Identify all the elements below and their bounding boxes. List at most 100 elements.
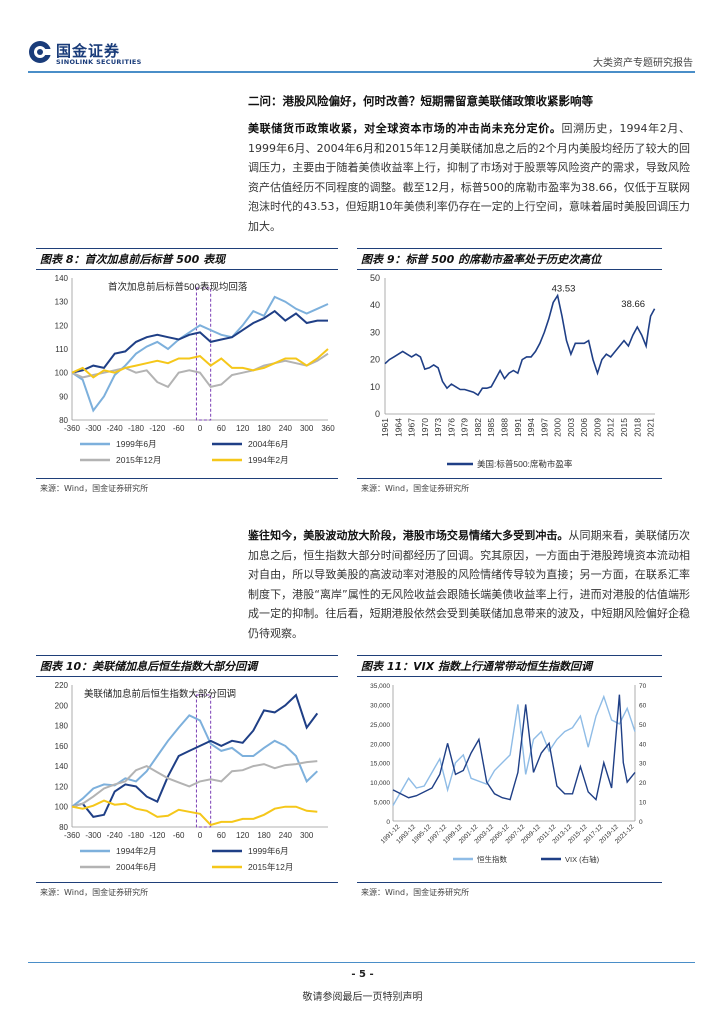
x-tick-label: 2009 (592, 418, 602, 437)
peak-annotation: 43.53 (552, 284, 576, 295)
paragraph-2: 鉴往知今，美股波动放大阶段，港股市场交易情绪大多受到冲击。从同期来看，美联储历次… (248, 526, 690, 643)
y-tick-label: 20 (370, 355, 380, 365)
x-tick-label: 180 (257, 831, 271, 840)
header-divider (28, 71, 695, 73)
series-line-1 (71, 295, 329, 413)
latest-annotation: 38.66 (621, 299, 645, 310)
left-y-tick-label: 35,000 (370, 683, 390, 690)
x-tick-label: 2006 (579, 418, 589, 437)
x-tick-label: 300 (300, 831, 314, 840)
legend-label-2: 2004年6月 (248, 439, 289, 449)
series-line-4 (71, 799, 318, 827)
x-tick-label: 1964 (393, 418, 403, 437)
figure-10-source: 来源：Wind，国金证券研究所 (40, 888, 149, 897)
left-y-tick-label: 30,000 (370, 702, 390, 709)
x-tick-label: -60 (173, 831, 185, 840)
y-tick-label: 0 (375, 409, 380, 419)
series-line-2 (71, 309, 328, 374)
right-y-tick-label: 40 (639, 741, 647, 748)
y-tick-label: 10 (370, 382, 380, 392)
x-tick-label: -60 (173, 424, 185, 433)
x-tick-label: 1991 (513, 418, 523, 437)
figure-10-title: 图表 10：美联储加息后恒生指数大部分回调 (36, 655, 338, 677)
y-tick-label: 180 (55, 722, 69, 731)
x-tick-label: 1973 (433, 418, 443, 437)
y-tick-label: 160 (55, 742, 69, 751)
figure-11-chart: 0 5,000 10,000 15,000 20,000 25,000 30,000 35,0… (370, 683, 647, 864)
right-y-tick-label: 60 (639, 702, 647, 709)
x-tick-label: -300 (85, 424, 102, 433)
series-line-3 (71, 352, 329, 389)
x-tick-label: 60 (217, 424, 226, 433)
x-tick-label: 180 (257, 424, 271, 433)
y-tick-label: 40 (370, 300, 380, 310)
y-tick-label: 200 (55, 701, 69, 710)
paragraph-1: 美联储货币政策收紧，对全球资本市场的冲击尚未充分定价。回溯历史，1994年2月、… (248, 119, 690, 236)
x-tick-label: -180 (128, 424, 145, 433)
legend-label-1: 美国:标普500:席勒市盈率 (477, 459, 573, 469)
legend-label-2: 1999年6月 (248, 846, 289, 856)
figure-8-source-divider (36, 478, 338, 479)
x-tick-label: 240 (279, 831, 293, 840)
figure-8-title: 图表 8：首次加息前后标普 500 表现 (36, 248, 338, 270)
y-tick-label: 100 (55, 803, 69, 812)
chart-annotation: 首次加息前后标普500表现均回落 (108, 281, 248, 293)
x-tick-label: 60 (217, 831, 226, 840)
paragraph-1-body: 回溯历史，1994年2月、1999年6月、2004年6月和2015年12月美联储… (248, 122, 690, 233)
x-tick-label: -300 (85, 831, 102, 840)
x-tick-label: 300 (300, 424, 314, 433)
figure-8-source: 来源：Wind，国金证券研究所 (40, 484, 149, 493)
paragraph-1-lead: 美联储货币政策收紧，对全球资本市场的冲击尚未充分定价。 (248, 122, 562, 135)
figure-11-source: 来源：Wind，国金证券研究所 (361, 888, 470, 897)
x-tick-label: 2021 (646, 418, 656, 437)
y-tick-label: 140 (55, 762, 69, 771)
x-tick-label: 0 (198, 831, 203, 840)
x-tick-label: 1997 (539, 418, 549, 437)
x-tick-label: 0 (198, 424, 203, 433)
left-y-tick-label: 25,000 (370, 722, 390, 729)
x-tick-label: -240 (107, 424, 124, 433)
logo-english: SINOLINK SECURITIES (56, 58, 142, 66)
series-line-4 (71, 348, 329, 379)
figure-11-title: 图表 11：VIX 指数上行通常带动恒生指数回调 (357, 655, 662, 677)
figure-11-source-divider (357, 882, 662, 883)
right-y-tick-label: 10 (639, 800, 647, 807)
x-tick-label: 1985 (486, 418, 496, 437)
series-line-2 (392, 694, 636, 801)
y-tick-label: 90 (59, 392, 68, 401)
series-line-2 (71, 693, 319, 818)
legend-label-1: 恒生指数 (477, 854, 507, 864)
figure-9-source: 来源：Wind，国金证券研究所 (361, 484, 470, 493)
y-tick-label: 80 (59, 416, 68, 425)
x-tick-label: 360 (321, 424, 335, 433)
legend-label-1: 1994年2月 (116, 846, 157, 856)
x-tick-label: 120 (236, 831, 250, 840)
left-y-tick-label: 5,000 (374, 800, 391, 807)
legend-label-2: VIX (右轴) (565, 854, 600, 864)
figure-8-chart: 80 90 100 110 120 130 140 -360 -300 -240 -180 -120-… (55, 274, 336, 465)
y-tick-label: 140 (55, 274, 69, 283)
disclaimer: 敬请参阅最后一页特别声明 (302, 992, 423, 1003)
section-title: 二问：港股风险偏好，何时改善？短期需留意美联储政策收紧影响等 (248, 94, 593, 108)
x-tick-label: 2000 (553, 418, 563, 437)
x-tick-label: 2015 (619, 418, 629, 437)
left-y-tick-label: 15,000 (370, 761, 390, 768)
right-y-tick-label: 0 (639, 819, 643, 826)
event-window-box (195, 287, 212, 421)
left-y-tick-label: 0 (386, 819, 390, 826)
right-y-tick-label: 50 (639, 722, 647, 729)
logo-text: 国金证券 (56, 42, 121, 60)
x-tick-label: 1970 (420, 418, 430, 437)
x-tick-label: 1976 (446, 418, 456, 437)
x-tick-label: -360 (64, 831, 81, 840)
x-tick-label: -120 (149, 424, 166, 433)
chart-annotation: 美联储加息前后恒生指数大部分回调 (84, 688, 236, 700)
report-type: 大类资产专题研究报告 (593, 58, 693, 69)
legend-label-3: 2015年12月 (116, 455, 161, 465)
series-line-1 (392, 694, 636, 806)
x-tick-label: -240 (107, 831, 124, 840)
series-line-1 (384, 293, 656, 397)
figure-9-title: 图表 9：标普 500 的席勒市盈率处于历史次高位 (357, 248, 662, 270)
x-tick-label: 2003 (566, 418, 576, 437)
